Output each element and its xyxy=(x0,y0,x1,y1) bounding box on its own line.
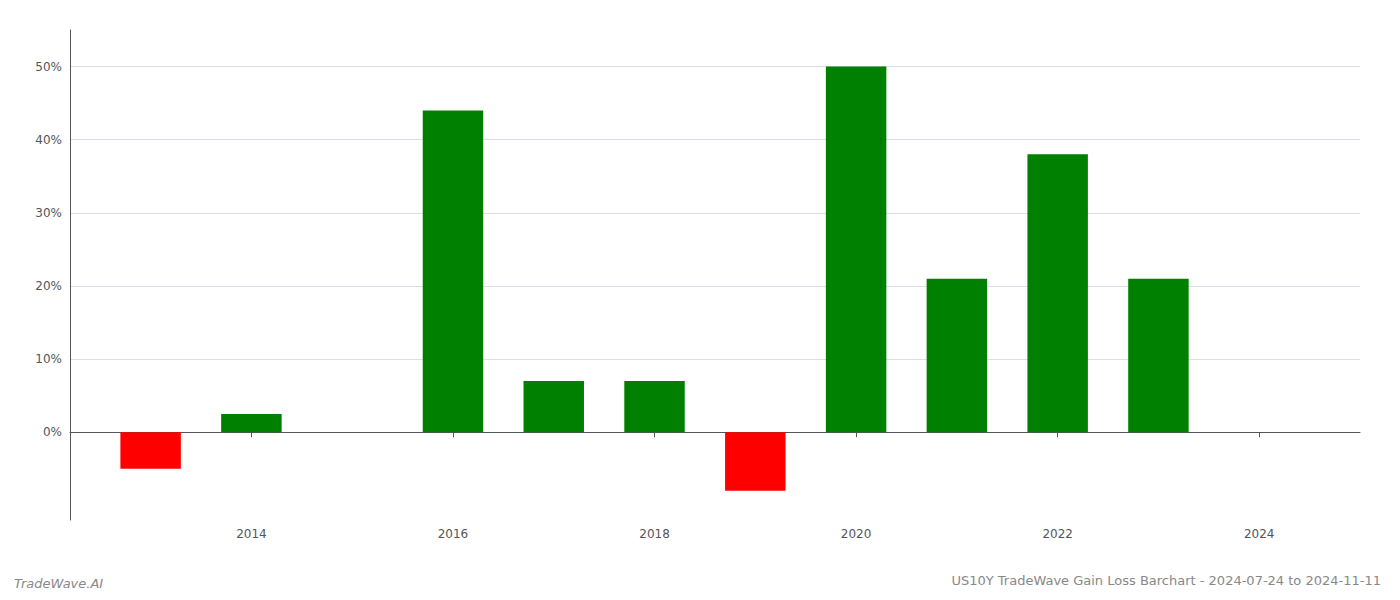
svg-text:2016: 2016 xyxy=(438,527,469,541)
svg-text:10%: 10% xyxy=(35,352,62,366)
svg-text:2014: 2014 xyxy=(236,527,267,541)
svg-text:20%: 20% xyxy=(35,279,62,293)
svg-text:30%: 30% xyxy=(35,206,62,220)
svg-text:40%: 40% xyxy=(35,133,62,147)
svg-text:US10Y TradeWave Gain Loss Barc: US10Y TradeWave Gain Loss Barchart - 202… xyxy=(951,573,1381,588)
svg-text:2020: 2020 xyxy=(841,527,872,541)
svg-text:2024: 2024 xyxy=(1244,527,1275,541)
svg-text:50%: 50% xyxy=(35,60,62,74)
svg-text:2022: 2022 xyxy=(1042,527,1073,541)
svg-text:0%: 0% xyxy=(43,425,62,439)
svg-text:2018: 2018 xyxy=(639,527,670,541)
svg-text:TradeWave.AI: TradeWave.AI xyxy=(14,576,103,591)
